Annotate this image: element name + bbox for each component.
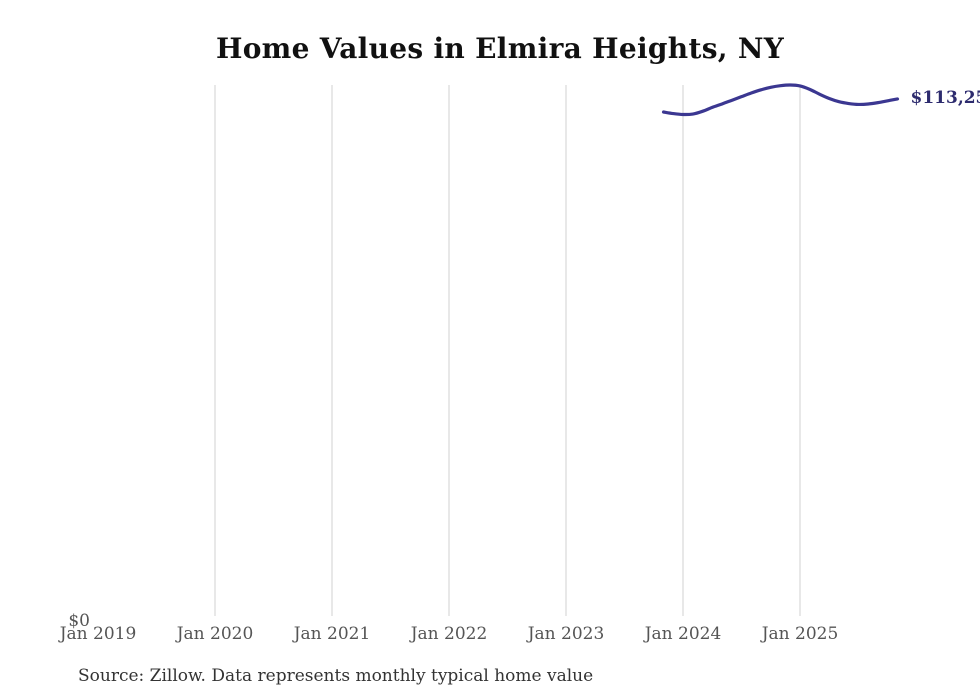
source-note: Source: Zillow. Data represents monthly … xyxy=(78,666,594,686)
x-tick-label-jan-2023: Jan 2023 xyxy=(527,624,605,644)
x-tick-label-jan-2024: Jan 2024 xyxy=(644,624,722,644)
y-axis-zero-label: $0 xyxy=(68,611,90,631)
chart-title: Home Values in Elmira Heights, NY xyxy=(215,32,785,65)
x-tick-label-jan-2022: Jan 2022 xyxy=(410,624,488,644)
x-tick-label-jan-2019: Jan 2019 xyxy=(59,624,137,644)
home-value-line xyxy=(661,83,900,117)
x-tick-label-jan-2020: Jan 2020 xyxy=(176,624,254,644)
line-end-value-label: $113,250 xyxy=(910,87,980,108)
x-tick-label-jan-2025: Jan 2025 xyxy=(761,624,839,644)
x-tick-label-jan-2021: Jan 2021 xyxy=(293,624,371,644)
